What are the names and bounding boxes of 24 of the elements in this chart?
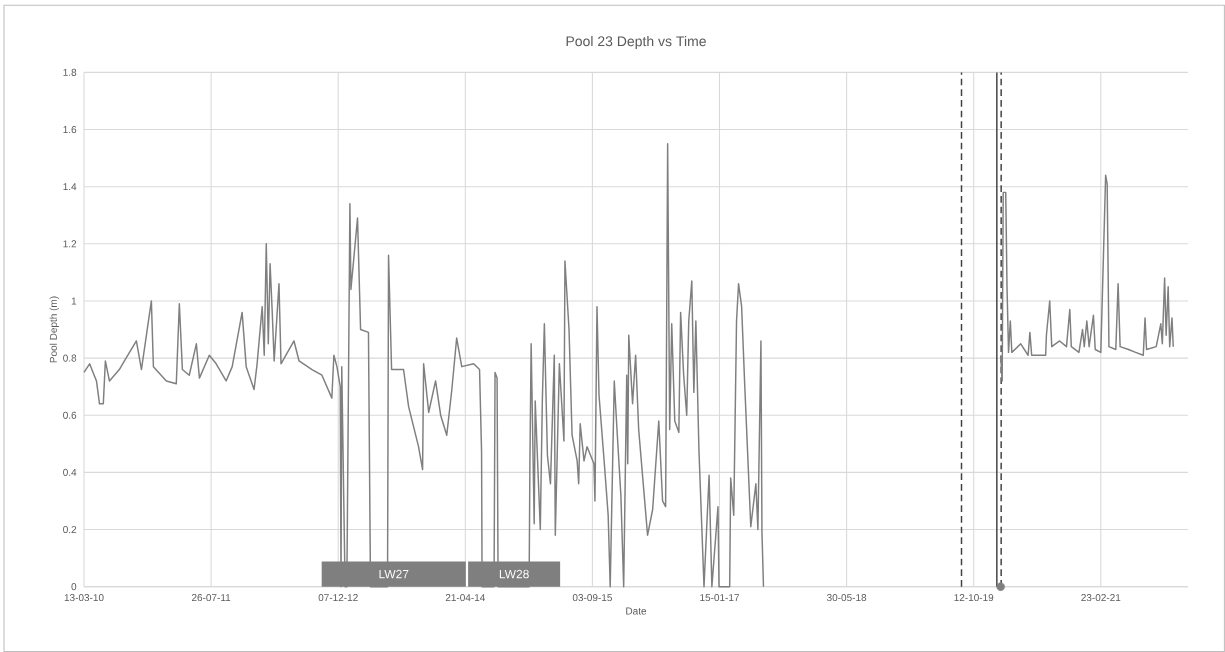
x-tick-label: 13-03-10: [64, 594, 104, 602]
y-axis-title: Pool Depth (m): [49, 296, 59, 363]
x-tick-label: 26-07-11: [191, 594, 231, 602]
y-tick-label: 1.6: [63, 125, 77, 134]
y-tick-label: 1.2: [63, 240, 77, 248]
x-tick-label: 03-09-15: [572, 594, 612, 602]
x-tick-label: 23-02-21: [1081, 594, 1121, 602]
y-tick-label: 0.2: [63, 525, 77, 534]
y-tick-label: 0.8: [63, 354, 77, 362]
y-tick-label: 0.4: [63, 468, 77, 476]
x-tick-label: 15-01-17: [700, 594, 740, 602]
y-tick-label: 0: [71, 583, 77, 591]
x-tick-label: 12-10-19: [954, 594, 994, 602]
y-tick-label: 0.6: [63, 411, 77, 419]
x-tick-label: 30-05-18: [826, 594, 867, 602]
x-tick-label: 07-12-12: [318, 594, 358, 602]
band-label: LW27: [379, 569, 409, 579]
y-tick-label: 1.4: [63, 183, 77, 191]
y-tick-label: 1: [71, 297, 77, 305]
x-tick-label: 21-04-14: [445, 594, 486, 602]
band-label: LW28: [499, 569, 529, 579]
y-tick-label: 1.8: [63, 68, 77, 76]
chart-title: Pool 23 Depth vs Time: [566, 35, 706, 50]
x-axis-title: Date: [626, 607, 647, 615]
